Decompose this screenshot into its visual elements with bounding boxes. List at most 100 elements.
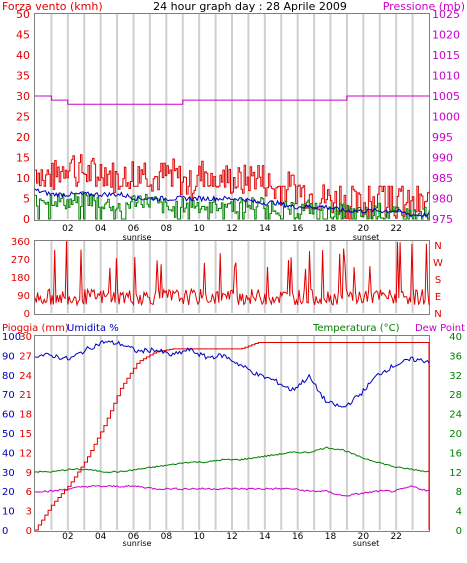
sunrise-label-top: sunrise <box>123 233 152 242</box>
rain-tick-label: 21 <box>19 390 32 401</box>
pressure-tick-label: 995 <box>432 131 453 144</box>
humidity-axis-title: Umidita % <box>67 323 119 334</box>
hour-tick-top: 02 <box>62 224 73 234</box>
temperature-tick-label: 20 <box>449 429 462 440</box>
rain-tick-label: 0 <box>26 526 32 537</box>
hour-tick-top: 20 <box>358 224 370 234</box>
dewpoint-axis-title: Dew Point <box>415 323 465 334</box>
dewpoint-series <box>34 484 430 497</box>
humidity-tick-label: 60 <box>2 410 15 421</box>
temperature-tick-label: 28 <box>449 390 462 401</box>
pressure-axis-title: Pressione (mb) <box>383 0 465 13</box>
temperature-series <box>34 446 430 474</box>
humidity-tick-label: 50 <box>2 429 15 440</box>
rain-tick-label: 15 <box>19 429 32 440</box>
temperature-tick-label: 4 <box>456 507 462 518</box>
direction-tick-label: 180 <box>11 273 30 284</box>
direction-tick-label: 270 <box>11 255 30 266</box>
hour-tick-bottom: 02 <box>62 532 73 542</box>
chart-title: 24 hour graph day : 28 Aprile 2009 <box>153 0 347 13</box>
wind-tick-label: 5 <box>23 193 30 206</box>
hour-tick-bottom: 20 <box>358 532 370 542</box>
hour-tick-top: 18 <box>325 224 337 234</box>
wind-average-series <box>34 188 430 218</box>
direction-tick-label: 90 <box>17 291 30 302</box>
hour-tick-top: 12 <box>226 224 237 234</box>
hour-tick-bottom: 18 <box>325 532 337 542</box>
rain-tick-label: 30 <box>19 332 32 343</box>
pressure-series <box>35 95 429 105</box>
wind-tick-label: 35 <box>16 70 30 83</box>
temperature-tick-label: 24 <box>449 410 462 421</box>
wind-tick-label: 15 <box>16 152 30 165</box>
wind-tick-label: 30 <box>16 90 30 103</box>
rain-tick-label: 9 <box>26 468 32 479</box>
temperature-tick-label: 16 <box>449 448 462 459</box>
wind-tick-label: 25 <box>16 111 30 124</box>
compass-letter: S <box>435 275 441 286</box>
pressure-tick-label: 1010 <box>432 70 460 83</box>
temperature-tick-label: 12 <box>449 468 462 479</box>
pressure-tick-label: 1005 <box>432 90 460 103</box>
rain-tick-label: 24 <box>19 371 32 382</box>
pressure-tick-label: 1025 <box>432 8 460 21</box>
temperature-tick-label: 32 <box>449 371 462 382</box>
hour-tick-bottom: 06 <box>128 532 140 542</box>
wind-axis-title: Forza vento (kmh) <box>2 0 103 13</box>
rain-tick-label: 18 <box>19 410 32 421</box>
pressure-tick-label: 1015 <box>432 49 460 62</box>
humidity-tick-label: 40 <box>2 448 15 459</box>
temperature-tick-label: 8 <box>456 487 462 498</box>
hour-tick-bottom: 22 <box>390 532 401 542</box>
humidity-tick-label: 80 <box>2 371 15 382</box>
hour-tick-bottom: 10 <box>193 532 205 542</box>
humidity-tick-label: 10 <box>2 507 15 518</box>
humidity-tick-label: 20 <box>2 487 15 498</box>
wind-tick-label: 45 <box>16 29 30 42</box>
hour-tick-top: 10 <box>193 224 205 234</box>
temperature-tick-label: 36 <box>449 351 462 362</box>
hour-tick-bottom: 14 <box>259 532 271 542</box>
hour-tick-bottom: 16 <box>292 532 304 542</box>
temperature-tick-label: 40 <box>449 332 462 343</box>
rain-tick-label: 27 <box>19 351 32 362</box>
hour-tick-top: 14 <box>259 224 271 234</box>
pressure-tick-label: 990 <box>432 152 453 165</box>
compass-letter: N <box>434 241 441 252</box>
direction-tick-label: 0 <box>24 309 30 320</box>
wind-tick-label: 0 <box>23 213 30 226</box>
wind-tick-label: 50 <box>16 8 30 21</box>
humidity-series <box>34 339 430 408</box>
humidity-tick-label: 100 <box>2 332 21 343</box>
pressure-tick-label: 1020 <box>432 29 460 42</box>
pressure-tick-label: 975 <box>432 213 453 226</box>
temperature-axis-title: Temperatura (°C) <box>312 323 400 334</box>
hour-tick-top: 22 <box>390 224 401 234</box>
humidity-tick-label: 0 <box>2 526 8 537</box>
pressure-tick-label: 985 <box>432 172 453 185</box>
compass-letter: W <box>433 258 443 269</box>
compass-letter: E <box>435 292 441 303</box>
tick-layer: 0202040406060808101012121414161618182020… <box>2 8 462 542</box>
hour-tick-top: 16 <box>292 224 304 234</box>
sunset-label-top: sunset <box>353 233 380 242</box>
rain-tick-label: 12 <box>19 448 32 459</box>
wind-speed-series <box>35 191 430 220</box>
direction-tick-label: 360 <box>11 237 30 248</box>
compass-letter: N <box>434 309 441 320</box>
wind-tick-label: 20 <box>16 131 30 144</box>
humidity-tick-label: 90 <box>2 351 15 362</box>
hour-tick-bottom: 08 <box>161 532 173 542</box>
hour-tick-bottom: 04 <box>95 532 107 542</box>
pressure-tick-label: 1000 <box>432 111 460 124</box>
pressure-tick-label: 980 <box>432 193 453 206</box>
series-layer <box>34 95 430 531</box>
wind-direction-series <box>34 241 430 307</box>
hour-tick-top: 08 <box>161 224 173 234</box>
wind-tick-label: 40 <box>16 49 30 62</box>
sunrise-label-bottom: sunrise <box>123 539 152 548</box>
rain-tick-label: 3 <box>26 507 32 518</box>
hour-tick-top: 04 <box>95 224 107 234</box>
